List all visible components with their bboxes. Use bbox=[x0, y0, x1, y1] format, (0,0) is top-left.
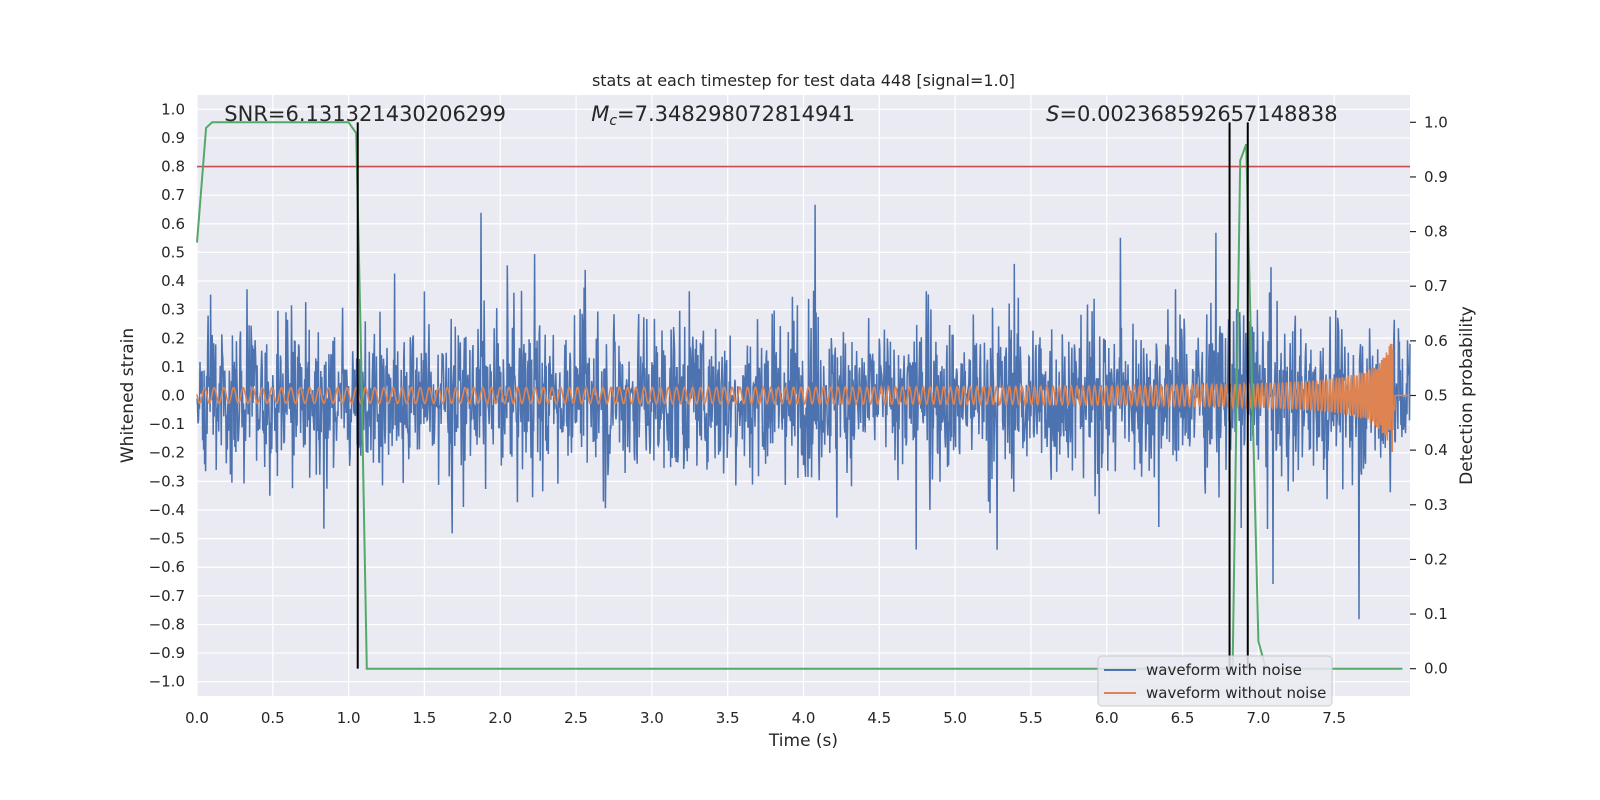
y-tick-label: −0.1 bbox=[149, 415, 185, 433]
s-statistic-annotation: S=0.002368592657148838 bbox=[1046, 102, 1337, 126]
y-tick-label: −0.4 bbox=[149, 501, 185, 519]
y-axis-label: Whitened strain bbox=[118, 328, 138, 463]
y-tick-label: −0.6 bbox=[149, 558, 185, 576]
chirp-trace bbox=[196, 343, 1410, 453]
y-tick-label: 0.4 bbox=[161, 272, 185, 290]
y2-tick-label: 0.0 bbox=[1424, 660, 1448, 678]
legend-box bbox=[1097, 655, 1333, 707]
y-tick-label: −0.3 bbox=[149, 472, 185, 490]
y2-axis-label: Detection probability bbox=[1457, 306, 1477, 485]
y-tick-label: 1.0 bbox=[161, 100, 185, 118]
y-tick-label: 0.0 bbox=[161, 387, 185, 405]
y2-tick-label: 0.1 bbox=[1424, 605, 1448, 623]
x-tick-label: 0.5 bbox=[261, 709, 285, 727]
y-tick-label: 0.7 bbox=[161, 186, 185, 204]
x-tick-label: 2.5 bbox=[564, 709, 588, 727]
x-tick-label: 2.0 bbox=[488, 709, 512, 727]
y2-tick-label: 1.0 bbox=[1424, 113, 1448, 131]
chart-title: stats at each timestep for test data 448… bbox=[592, 71, 1015, 90]
y-tick-label: 0.6 bbox=[161, 215, 185, 233]
chirp-mass-value: =7.348298072814941 bbox=[617, 102, 855, 126]
s-value: =0.002368592657148838 bbox=[1059, 102, 1337, 126]
x-tick-label: 7.5 bbox=[1322, 709, 1346, 727]
y2-tick-label: 0.3 bbox=[1424, 496, 1448, 514]
series-waveform-without-noise bbox=[196, 343, 1410, 453]
y-tick-label: −0.2 bbox=[149, 444, 185, 462]
series-waveform-with-noise bbox=[196, 204, 1411, 620]
chirp-mass-annotation: Mc=7.348298072814941 bbox=[591, 102, 855, 129]
y-tick-label: −1.0 bbox=[149, 673, 185, 691]
x-tick-label: 5.0 bbox=[943, 709, 967, 727]
y-tick-label: −0.5 bbox=[149, 530, 185, 548]
chirp-mass-symbol: M bbox=[591, 102, 609, 126]
x-tick-label: 4.0 bbox=[792, 709, 816, 727]
x-tick-label: 6.0 bbox=[1095, 709, 1119, 727]
x-tick-label: 3.5 bbox=[716, 709, 740, 727]
event-markers bbox=[356, 122, 1249, 669]
y-tick-label: 0.5 bbox=[161, 243, 185, 261]
y2-tick-label: 0.8 bbox=[1424, 223, 1448, 241]
x-tick-label: 4.5 bbox=[867, 709, 891, 727]
y2-tick-label: 0.5 bbox=[1424, 387, 1448, 405]
y2-tick-label: 0.6 bbox=[1424, 332, 1448, 350]
x-tick-label: 7.0 bbox=[1246, 709, 1270, 727]
y2-tick-label: 0.9 bbox=[1424, 168, 1448, 186]
legend: waveform with noise waveform without noi… bbox=[1097, 655, 1333, 707]
y2-tick-label: 0.7 bbox=[1424, 277, 1448, 295]
y-tick-label: −0.7 bbox=[149, 587, 185, 605]
x-tick-label: 5.5 bbox=[1019, 709, 1043, 727]
legend-label-clean: waveform without noise bbox=[1146, 684, 1326, 702]
legend-label-noise: waveform with noise bbox=[1146, 661, 1302, 679]
axes: 0.0 0.5 1.0 1.5 2.0 2.5 3.0 3.5 4.0 4.5 5.0 5.5 6.0 6… bbox=[149, 100, 1448, 727]
y-tick-label: 0.8 bbox=[161, 158, 185, 176]
probability-trace bbox=[196, 121, 1403, 670]
y2-tick-label: 0.4 bbox=[1424, 441, 1448, 459]
y-tick-label: 0.9 bbox=[161, 129, 185, 147]
x-tick-label: 3.0 bbox=[640, 709, 664, 727]
x-tick-label: 1.0 bbox=[337, 709, 361, 727]
y-tick-label: 0.1 bbox=[161, 358, 185, 376]
x-tick-label: 1.5 bbox=[413, 709, 437, 727]
x-axis-label: Time (s) bbox=[768, 731, 838, 751]
s-symbol: S bbox=[1046, 102, 1059, 126]
series-detection-probability bbox=[196, 121, 1403, 670]
y-tick-label: 0.2 bbox=[161, 329, 185, 347]
noise-trace bbox=[196, 204, 1411, 620]
x-tick-label: 6.5 bbox=[1171, 709, 1195, 727]
x-tick-label: 0.0 bbox=[185, 709, 209, 727]
chirp-mass-subscript: c bbox=[609, 113, 617, 129]
snr-annotation: SNR=6.131321430206299 bbox=[224, 102, 506, 126]
y-tick-label: −0.8 bbox=[149, 615, 185, 633]
y-tick-label: 0.3 bbox=[161, 301, 185, 319]
y2-tick-label: 0.2 bbox=[1424, 550, 1448, 568]
y-tick-label: −0.9 bbox=[149, 644, 185, 662]
